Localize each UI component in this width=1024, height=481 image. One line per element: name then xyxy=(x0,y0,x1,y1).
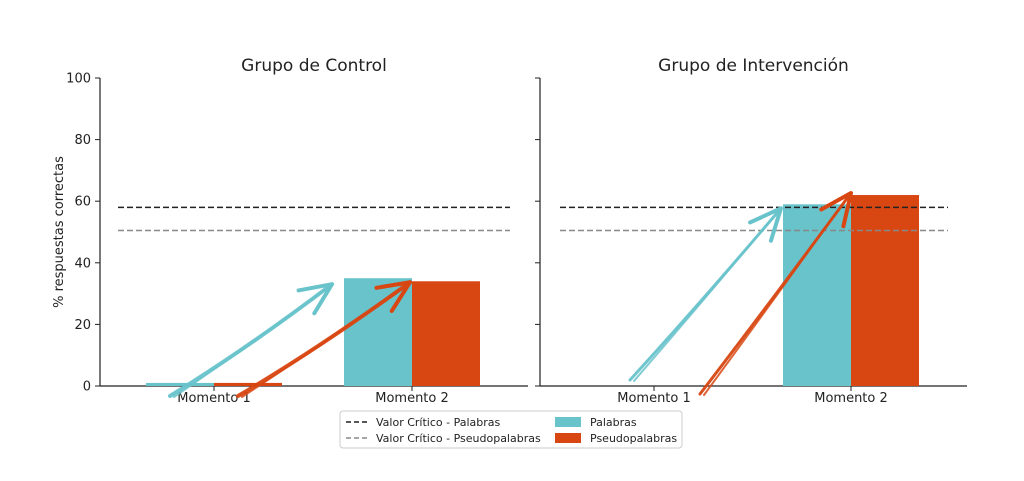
progress-arrow xyxy=(236,280,412,398)
y-tick-label: 60 xyxy=(74,195,91,210)
progress-arrow xyxy=(628,206,783,382)
x-tick-label: Momento 2 xyxy=(814,391,888,406)
y-tick-label: 80 xyxy=(74,133,91,148)
progress-arrow-head xyxy=(296,282,334,316)
progress-arrow-head xyxy=(819,191,853,229)
y-tick-label: 0 xyxy=(83,380,91,395)
legend-bar-swatch xyxy=(555,417,581,427)
bar xyxy=(783,204,851,386)
bar xyxy=(412,281,480,386)
progress-arrow-shaft xyxy=(703,194,850,396)
panel-title: Grupo de Intervención xyxy=(658,56,849,76)
legend-label: Valor Crítico - Pseudopalabras xyxy=(376,432,541,445)
legend-bar-swatch xyxy=(555,433,581,443)
progress-arrow-shaft xyxy=(173,285,331,398)
legend: Valor Crítico - Palabras Valor Crítico - … xyxy=(339,410,683,449)
x-tick-label: Momento 1 xyxy=(617,391,691,406)
progress-arrow-shaft xyxy=(633,209,780,382)
panel-title: Grupo de Control xyxy=(241,56,387,76)
progress-arrow-head xyxy=(374,280,412,313)
y-tick-label: 20 xyxy=(74,318,91,333)
progress-arrow xyxy=(698,191,853,396)
progress-arrow-head xyxy=(748,206,783,243)
progress-arrow-shaft xyxy=(241,283,409,398)
bar xyxy=(851,195,919,386)
progress-arrow-shaft xyxy=(168,282,334,398)
x-tick-label: Momento 2 xyxy=(375,391,449,406)
progress-arrow xyxy=(168,282,334,398)
legend-box xyxy=(339,410,683,449)
legend-label: Pseudopalabras xyxy=(590,432,677,445)
y-axis-label: % respuestas correctas xyxy=(52,156,67,308)
bar xyxy=(146,382,214,386)
legend-label: Palabras xyxy=(590,416,637,429)
y-tick-label: 100 xyxy=(66,72,91,87)
bar xyxy=(214,382,282,386)
x-tick-label: Momento 1 xyxy=(177,391,251,406)
y-tick-label: 40 xyxy=(74,256,91,271)
legend-label: Valor Crítico - Palabras xyxy=(376,416,501,429)
